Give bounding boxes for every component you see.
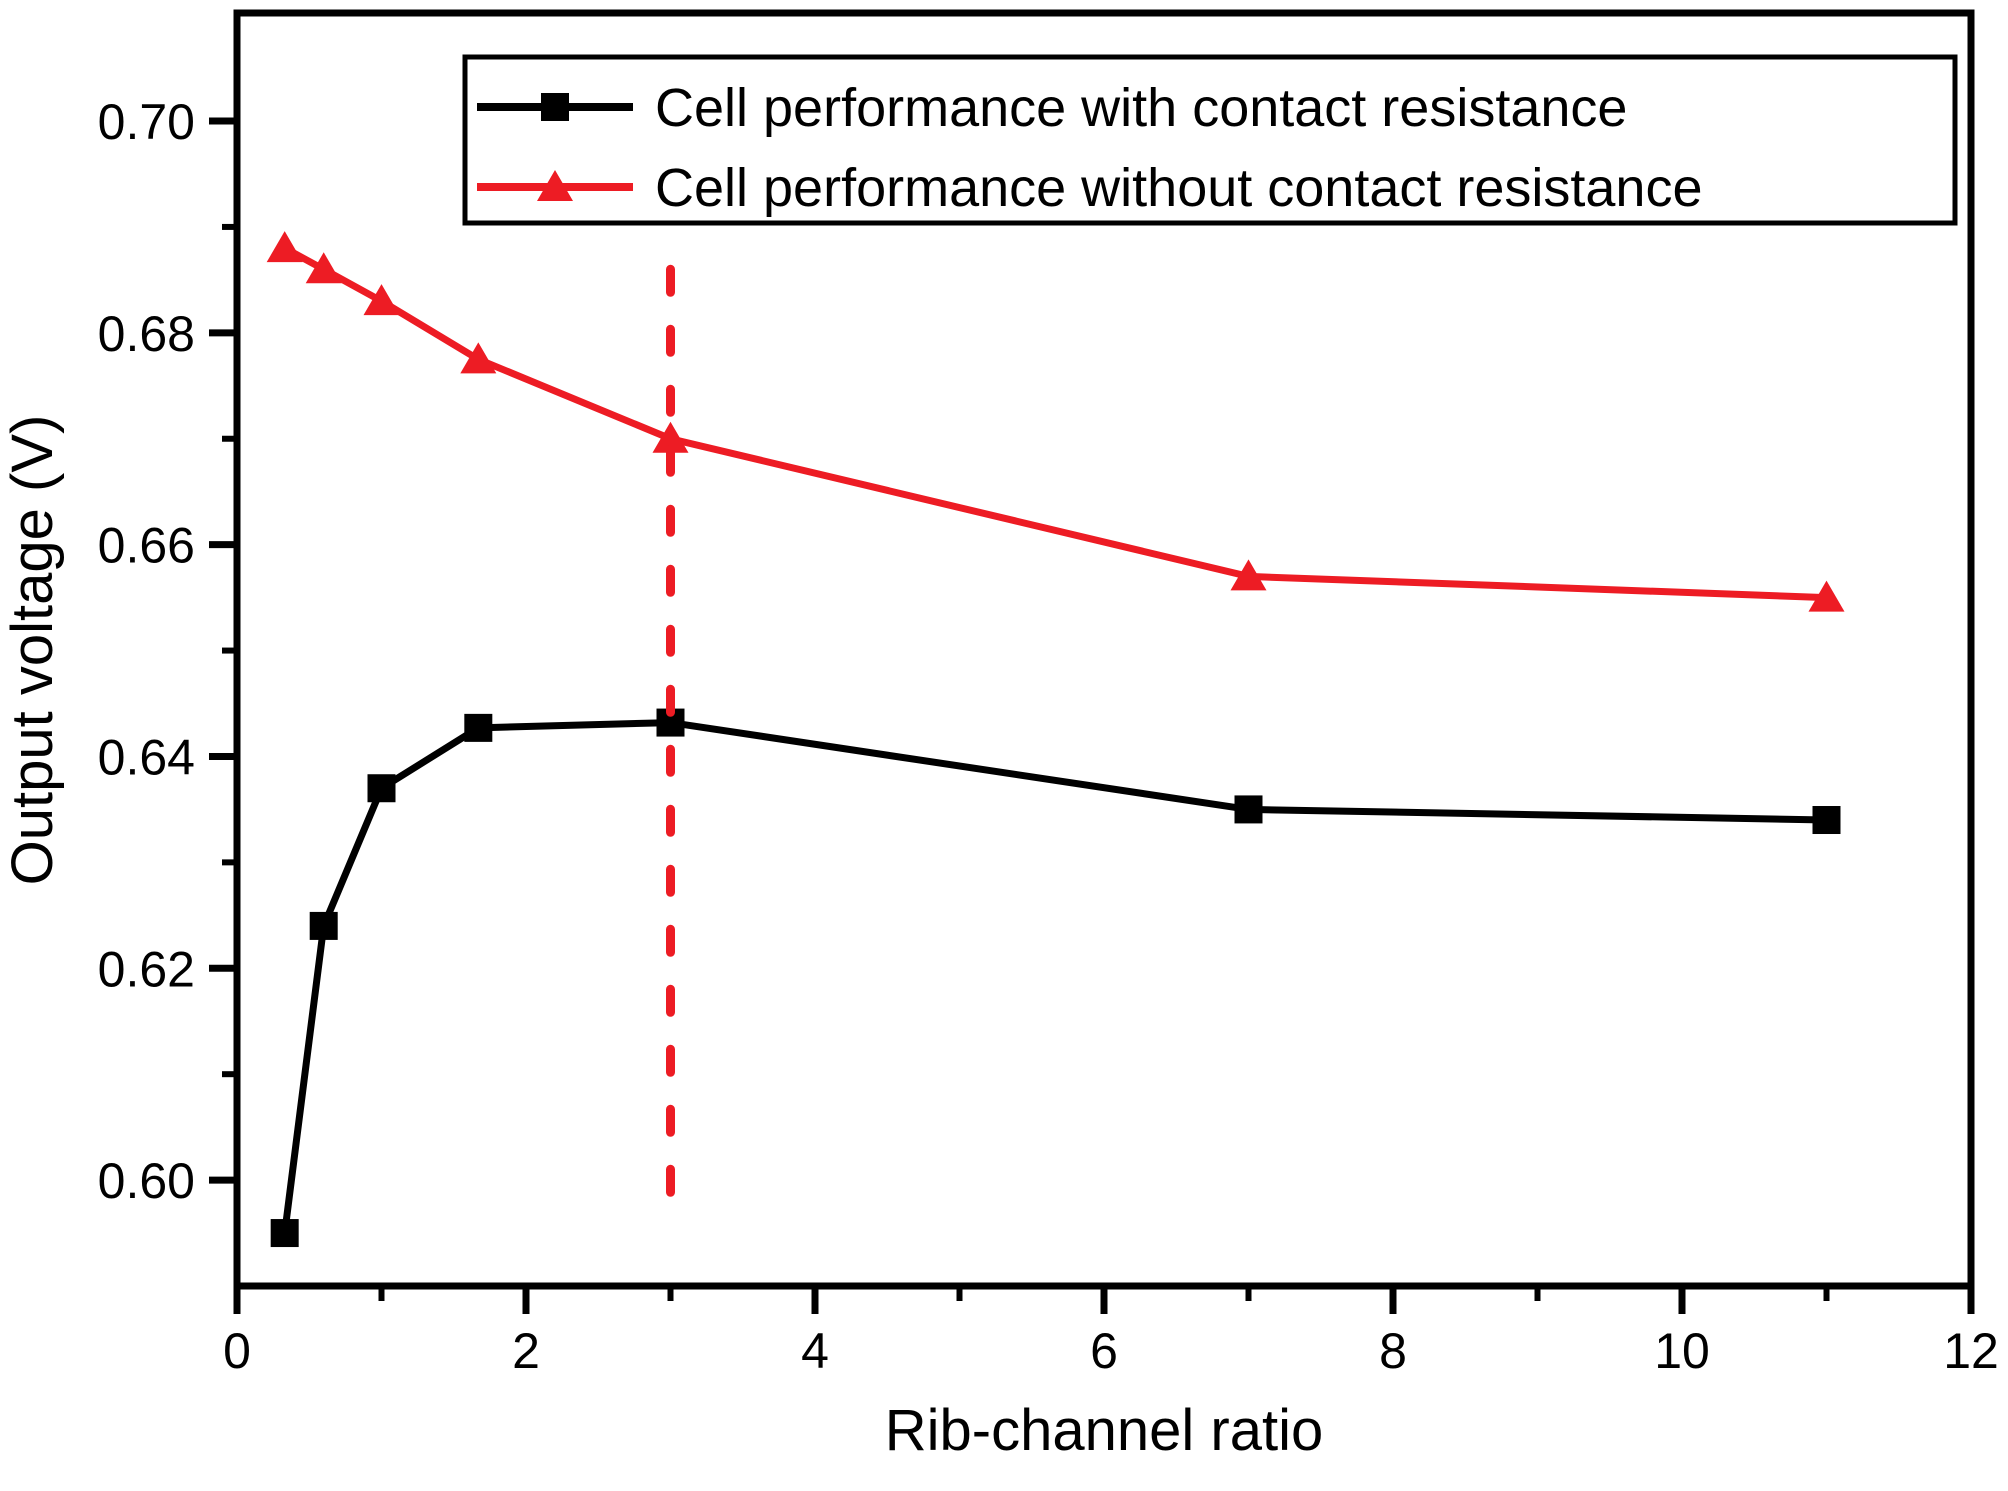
y-tick-label: 0.68 bbox=[98, 306, 195, 362]
y-tick-label: 0.66 bbox=[98, 518, 195, 574]
x-tick-label: 4 bbox=[801, 1323, 829, 1379]
legend-entry-without-resistance: Cell performance without contact resista… bbox=[477, 158, 1703, 218]
y-tick-label: 0.60 bbox=[98, 1153, 195, 1209]
x-tick-label: 8 bbox=[1379, 1323, 1407, 1379]
data-point-triangle bbox=[652, 421, 689, 453]
x-tick-label: 10 bbox=[1654, 1323, 1710, 1379]
legend-box bbox=[462, 54, 1958, 226]
data-point-triangle bbox=[305, 252, 342, 284]
series-line-square bbox=[281, 719, 1827, 1234]
legend: Cell performance with contact resistance… bbox=[462, 54, 1958, 226]
series-line-triangle bbox=[283, 245, 1827, 602]
axis-ticks: 0 2 4 6 8 10 12 0.60 0.62 0.64 0.66 0.68 0.70 bbox=[98, 94, 1999, 1379]
y-tick-label: 0.62 bbox=[98, 941, 195, 997]
data-point-square bbox=[464, 713, 493, 742]
data-point-triangle bbox=[460, 342, 497, 374]
legend-label-with-resistance: Cell performance with contact resistance bbox=[655, 78, 1627, 138]
data-point-square bbox=[1812, 806, 1841, 835]
data-point-square bbox=[1234, 795, 1263, 824]
y-axis-title: Output voltage (V) bbox=[0, 415, 65, 886]
x-axis-title: Rib-channel ratio bbox=[885, 1398, 1323, 1463]
data-point-square bbox=[367, 774, 396, 803]
plot-border bbox=[233, 9, 1975, 1290]
y-tick-label: 0.64 bbox=[98, 729, 195, 785]
legend-triangle-marker bbox=[537, 170, 573, 201]
x-tick-label: 6 bbox=[1090, 1323, 1118, 1379]
data-point-square bbox=[270, 1219, 299, 1248]
data-series bbox=[266, 231, 1845, 1248]
x-tick-label: 12 bbox=[1943, 1323, 1999, 1379]
data-point-triangle bbox=[1808, 580, 1845, 612]
data-point-square bbox=[309, 911, 338, 940]
data-point-triangle bbox=[1230, 559, 1267, 591]
data-point-triangle bbox=[266, 231, 303, 263]
y-tick-label: 0.70 bbox=[98, 94, 195, 150]
legend-square-marker bbox=[541, 93, 569, 121]
x-tick-label: 0 bbox=[223, 1323, 251, 1379]
x-tick-label: 2 bbox=[512, 1323, 540, 1379]
legend-entry-with-resistance: Cell performance with contact resistance bbox=[477, 78, 1627, 138]
data-point-triangle bbox=[363, 284, 400, 316]
legend-label-without-resistance: Cell performance without contact resista… bbox=[655, 158, 1703, 218]
